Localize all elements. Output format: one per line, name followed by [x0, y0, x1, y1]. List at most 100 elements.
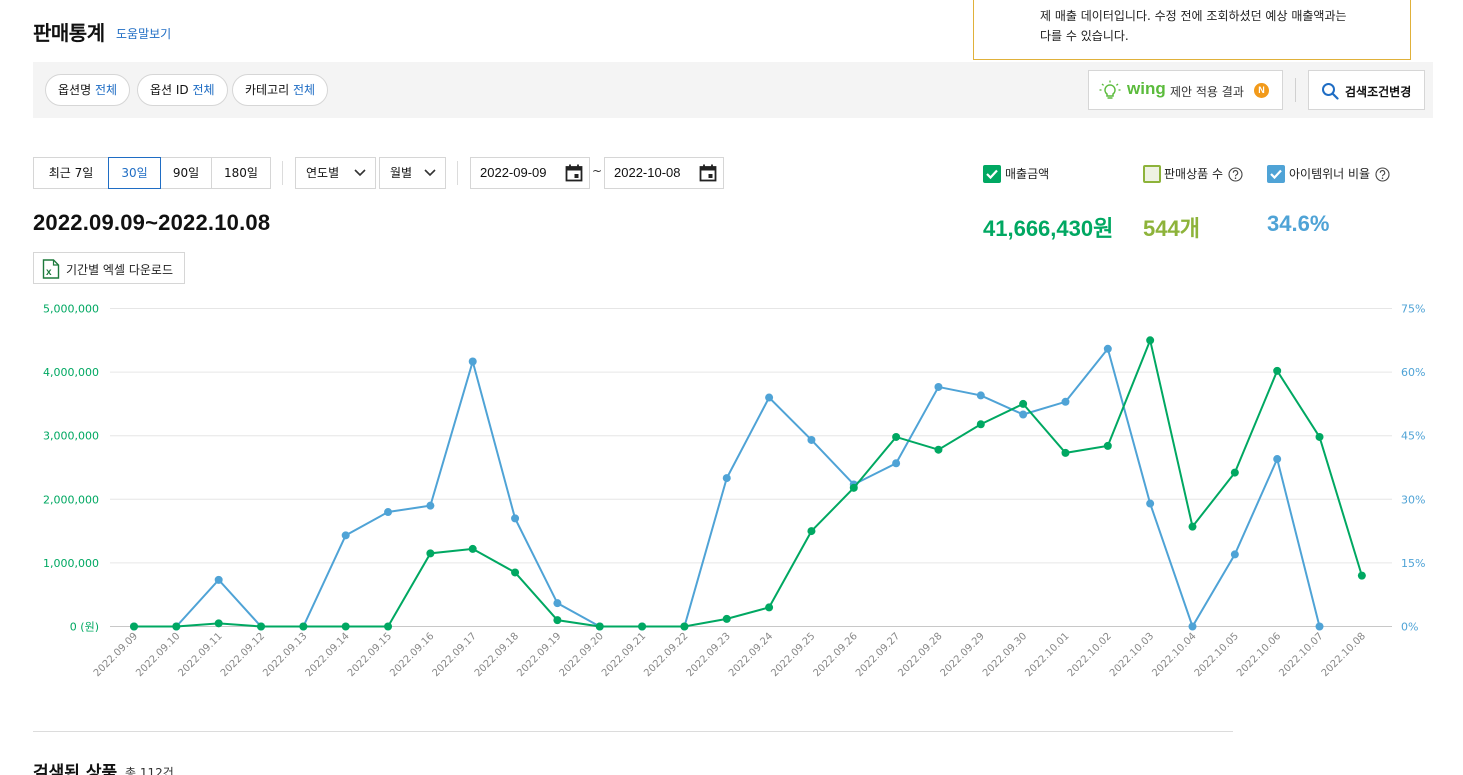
data-point	[849, 483, 858, 492]
wing-suggestion-button[interactable]: wing 제안 적용 결과 N	[1088, 70, 1283, 110]
sales-amount-checkbox[interactable]	[983, 165, 1001, 183]
calendar-icon[interactable]	[565, 164, 583, 182]
data-point	[1315, 622, 1324, 631]
chip-value: 전체	[192, 83, 215, 97]
data-point	[976, 420, 985, 429]
x-tick-label: 2022.09.16	[388, 631, 436, 679]
data-point	[1019, 410, 1028, 419]
date-range-title: 2022.09.09~2022.10.08	[33, 210, 271, 235]
data-point	[214, 619, 223, 628]
help-icon[interactable]	[1228, 167, 1243, 182]
sales-amount-value: 41,666,430원	[983, 216, 1114, 241]
x-tick-label: 2022.09.27	[854, 631, 902, 679]
year-select[interactable]: 연도별	[295, 157, 376, 189]
series-line	[134, 346, 1321, 629]
x-tick-label: 2022.09.17	[431, 631, 479, 679]
period-180days-button[interactable]: 180일	[211, 157, 271, 189]
item-winner-value: 34.6%	[1267, 211, 1330, 236]
wing-label: 제안 적용 결과	[1170, 85, 1244, 99]
y-left-tick-label: 0 (원)	[70, 621, 99, 634]
chevron-down-icon	[424, 169, 436, 177]
month-select[interactable]: 월별	[379, 157, 446, 189]
calendar-icon[interactable]	[699, 164, 717, 182]
data-point	[722, 614, 731, 623]
excel-download-button[interactable]: x 기간별 엑셀 다운로드	[33, 252, 185, 284]
items-sold-checkbox[interactable]	[1143, 165, 1161, 183]
item-winner-checkbox[interactable]	[1267, 165, 1285, 183]
chip-key: 옵션 ID	[150, 83, 189, 97]
y-left-tick-label: 1,000,000	[43, 557, 99, 570]
data-point	[214, 575, 223, 584]
x-tick-label: 2022.09.20	[558, 631, 606, 679]
change-search-button[interactable]: 검색조건변경	[1308, 70, 1425, 110]
chip-key: 옵션명	[58, 83, 92, 97]
help-link[interactable]: 도움말보기	[116, 27, 172, 41]
data-point	[172, 622, 181, 631]
x-tick-label: 2022.09.28	[896, 631, 944, 679]
chip-category[interactable]: 카테고리 전체	[232, 74, 329, 106]
start-date-value: 2022-09-09	[480, 165, 547, 180]
series-line	[134, 336, 1363, 628]
data-point	[1273, 366, 1282, 375]
data-point	[722, 474, 731, 483]
excel-download-label: 기간별 엑셀 다운로드	[66, 263, 173, 277]
data-point	[1315, 432, 1324, 441]
data-point	[1019, 399, 1028, 408]
chip-option-id[interactable]: 옵션 ID 전체	[137, 74, 228, 106]
data-point	[426, 549, 435, 558]
x-tick-label: 2022.09.11	[177, 631, 225, 679]
period-7days-button[interactable]: 최근 7일	[33, 157, 109, 189]
x-tick-label: 2022.09.24	[727, 631, 775, 679]
chip-option-name[interactable]: 옵션명 전체	[45, 74, 131, 106]
filter-bar: 옵션명 전체 옵션 ID 전체 카테고리 전체 wing 제안 적용 결과 N …	[33, 62, 1433, 118]
wing-logo: wing	[1127, 79, 1166, 98]
x-tick-label: 2022.10.07	[1277, 631, 1325, 679]
data-point	[765, 603, 774, 612]
svg-text:x: x	[46, 267, 52, 278]
x-tick-label: 2022.10.06	[1235, 631, 1283, 679]
data-point	[934, 445, 943, 454]
data-point	[638, 622, 647, 631]
chip-value: 전체	[293, 83, 316, 97]
x-tick-label: 2022.09.22	[642, 631, 690, 679]
tooltip-text-line-1: 제 매출 데이터입니다. 수정 전에 조회하셨던 예상 매출액과는	[1040, 9, 1347, 23]
data-point	[1188, 522, 1197, 531]
divider	[1295, 78, 1296, 102]
period-30days-button[interactable]: 30일	[108, 157, 161, 189]
period-90days-button[interactable]: 90일	[160, 157, 212, 189]
x-tick-label: 2022.09.19	[515, 631, 563, 679]
help-icon[interactable]	[1375, 167, 1390, 182]
data-point	[257, 622, 266, 631]
data-point	[934, 382, 943, 391]
y-right-tick-label: 45%	[1401, 430, 1425, 443]
data-point	[595, 622, 604, 631]
chip-value: 전체	[94, 83, 118, 97]
data-point	[511, 514, 520, 523]
end-date-input[interactable]: 2022-10-08	[604, 157, 724, 189]
search-icon	[1322, 83, 1339, 100]
x-tick-label: 2022.10.08	[1320, 631, 1368, 679]
data-point	[892, 432, 901, 441]
tooltip-text-line-2: 다를 수 있습니다.	[1040, 29, 1129, 43]
excel-icon: x	[42, 259, 60, 279]
data-point	[765, 393, 774, 402]
chevron-down-icon	[354, 169, 366, 177]
data-point	[976, 391, 985, 400]
x-tick-label: 2022.09.15	[346, 631, 394, 679]
lightbulb-icon	[1099, 80, 1121, 99]
y-left-tick-label: 4,000,000	[43, 366, 99, 379]
x-tick-label: 2022.09.18	[473, 631, 521, 679]
new-badge: N	[1254, 83, 1269, 98]
year-select-label: 연도별	[306, 166, 340, 180]
search-label: 검색조건변경	[1345, 85, 1412, 99]
x-tick-label: 2022.09.12	[219, 631, 267, 679]
data-point	[299, 622, 308, 631]
start-date-input[interactable]: 2022-09-09	[470, 157, 590, 189]
items-sold-label: 판매상품 수	[1164, 167, 1224, 181]
x-tick-label: 2022.09.13	[261, 631, 309, 679]
data-point	[553, 599, 562, 608]
item-winner-label: 아이템위너 비율	[1289, 167, 1371, 181]
x-tick-label: 2022.10.04	[1150, 631, 1198, 679]
data-point	[130, 622, 138, 631]
data-point	[807, 527, 816, 536]
